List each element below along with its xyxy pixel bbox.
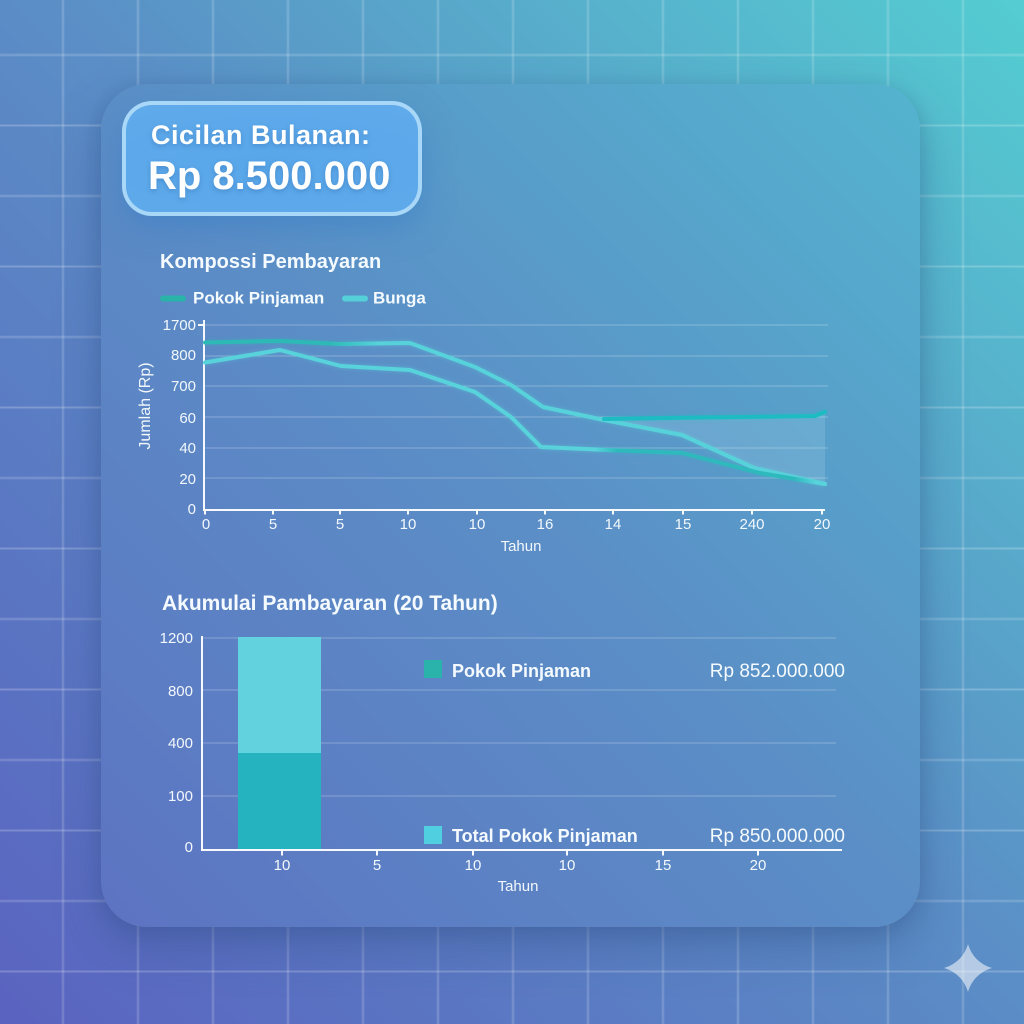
svg-text:Pokok Pinjaman: Pokok Pinjaman — [193, 289, 324, 308]
svg-text:1200: 1200 — [160, 630, 193, 647]
svg-text:5: 5 — [373, 857, 381, 874]
svg-text:40: 40 — [179, 440, 196, 457]
svg-text:5: 5 — [269, 516, 277, 533]
svg-text:10: 10 — [559, 857, 576, 874]
svg-text:5: 5 — [336, 516, 344, 533]
svg-text:20: 20 — [750, 857, 767, 874]
svg-text:10: 10 — [274, 857, 291, 874]
svg-text:Total Pokok Pinjaman: Total Pokok Pinjaman — [452, 826, 638, 846]
svg-text:Pokok Pinjaman: Pokok Pinjaman — [452, 661, 591, 681]
svg-text:16: 16 — [537, 516, 554, 533]
svg-text:400: 400 — [168, 735, 193, 752]
svg-text:60: 60 — [179, 410, 196, 427]
svg-text:20: 20 — [179, 471, 196, 488]
svg-text:0: 0 — [185, 839, 193, 856]
svg-text:Rp 852.000.000: Rp 852.000.000 — [710, 661, 845, 682]
svg-text:Jumlah (Rp): Jumlah (Rp) — [137, 362, 154, 449]
svg-text:800: 800 — [171, 347, 196, 364]
svg-text:10: 10 — [469, 516, 486, 533]
svg-text:100: 100 — [168, 788, 193, 805]
svg-text:Tahun: Tahun — [498, 878, 539, 895]
svg-text:10: 10 — [465, 857, 482, 874]
svg-text:20: 20 — [814, 516, 831, 533]
svg-text:800: 800 — [168, 683, 193, 700]
svg-text:15: 15 — [655, 857, 672, 874]
svg-text:700: 700 — [171, 378, 196, 395]
svg-text:10: 10 — [400, 516, 417, 533]
svg-text:Bunga: Bunga — [373, 289, 426, 308]
svg-text:14: 14 — [605, 516, 622, 533]
svg-text:0: 0 — [202, 516, 210, 533]
svg-text:15: 15 — [675, 516, 692, 533]
svg-text:1700: 1700 — [163, 317, 196, 334]
svg-text:Tahun: Tahun — [501, 538, 542, 555]
svg-text:0: 0 — [188, 501, 196, 518]
svg-text:Rp 850.000.000: Rp 850.000.000 — [710, 826, 845, 847]
svg-text:240: 240 — [739, 516, 764, 533]
